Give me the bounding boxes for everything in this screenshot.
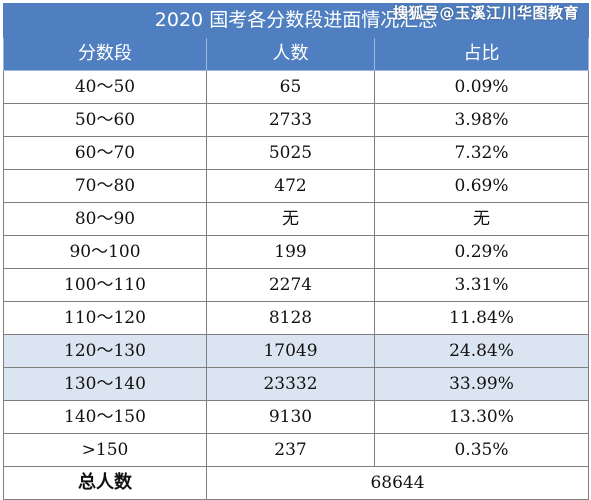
table-row: 110～120 8128 11.84% (3, 301, 589, 335)
table-row: 80～90 无无 (3, 202, 589, 236)
cell-score-range: 80～90 (3, 202, 207, 236)
cell-ratio: 无 (374, 202, 589, 236)
header-count: 人数 (206, 37, 375, 71)
cell-count: 2274 (206, 268, 375, 302)
total-value: 68644 (206, 466, 589, 500)
cell-ratio: 0.35% (374, 433, 589, 467)
cell-score-range: 130～140 (3, 367, 207, 401)
cell-score-range: 100～110 (3, 268, 207, 302)
table-row: 60～70 5025 7.32% (3, 136, 589, 170)
table-body: 40～50 65 0.09% 50～60 2733 3.98% 60～70 5025 7.32%… (3, 70, 589, 467)
cell-score-range: 70～80 (3, 169, 207, 203)
cell-ratio: 0.09% (374, 70, 589, 104)
table-row: 130～140 23332 33.99% (3, 367, 589, 401)
cell-count: 8128 (206, 301, 375, 335)
summary-table-wrapper: 2020 国考各分数段进面情况汇总 分数段 人数 占比 40～50 65 0.09%… (3, 3, 589, 500)
cell-count: 199 (206, 235, 375, 269)
watermark-text: 搜狐号@玉溪江川华图教育 (392, 4, 579, 22)
table-row: 70～80 472 0.69% (3, 169, 589, 203)
cell-score-range: 110～120 (3, 301, 207, 335)
cell-count: 5025 (206, 136, 375, 170)
table-row: 140～150 9130 13.30% (3, 400, 589, 434)
cell-count: 9130 (206, 400, 375, 434)
cell-score-range: >150 (3, 433, 207, 467)
cell-count: 17049 (206, 334, 375, 368)
cell-score-range: 120～130 (3, 334, 207, 368)
table-row: 100～110 2274 3.31% (3, 268, 589, 302)
cell-count: 237 (206, 433, 375, 467)
table-row: >150 237 0.35% (3, 433, 589, 467)
cell-ratio: 3.98% (374, 103, 589, 137)
total-label: 总人数 (3, 466, 207, 500)
cell-score-range: 140～150 (3, 400, 207, 434)
cell-score-range: 90～100 (3, 235, 207, 269)
cell-ratio: 33.99% (374, 367, 589, 401)
cell-count: 472 (206, 169, 375, 203)
table-title-row: 2020 国考各分数段进面情况汇总 (3, 3, 589, 38)
cell-ratio: 3.31% (374, 268, 589, 302)
total-row: 总人数 68644 (3, 466, 589, 500)
table-title: 2020 国考各分数段进面情况汇总 (3, 3, 589, 38)
cell-score-range: 40～50 (3, 70, 207, 104)
cell-count: 65 (206, 70, 375, 104)
table-row: 90～100 199 0.29% (3, 235, 589, 269)
table-row: 50～60 2733 3.98% (3, 103, 589, 137)
header-ratio: 占比 (374, 37, 589, 71)
cell-ratio: 13.30% (374, 400, 589, 434)
cell-score-range: 50～60 (3, 103, 207, 137)
cell-count: 23332 (206, 367, 375, 401)
cell-ratio: 24.84% (374, 334, 589, 368)
table-row: 40～50 65 0.09% (3, 70, 589, 104)
cell-count: 无 (206, 202, 375, 236)
cell-ratio: 0.69% (374, 169, 589, 203)
header-score-range: 分数段 (3, 37, 207, 71)
cell-ratio: 0.29% (374, 235, 589, 269)
cell-score-range: 60～70 (3, 136, 207, 170)
cell-ratio: 7.32% (374, 136, 589, 170)
cell-count: 2733 (206, 103, 375, 137)
score-summary-table: 2020 国考各分数段进面情况汇总 分数段 人数 占比 40～50 65 0.09%… (3, 3, 589, 500)
table-row: 120～130 17049 24.84% (3, 334, 589, 368)
cell-ratio: 11.84% (374, 301, 589, 335)
table-header-row: 分数段 人数 占比 (3, 37, 589, 71)
